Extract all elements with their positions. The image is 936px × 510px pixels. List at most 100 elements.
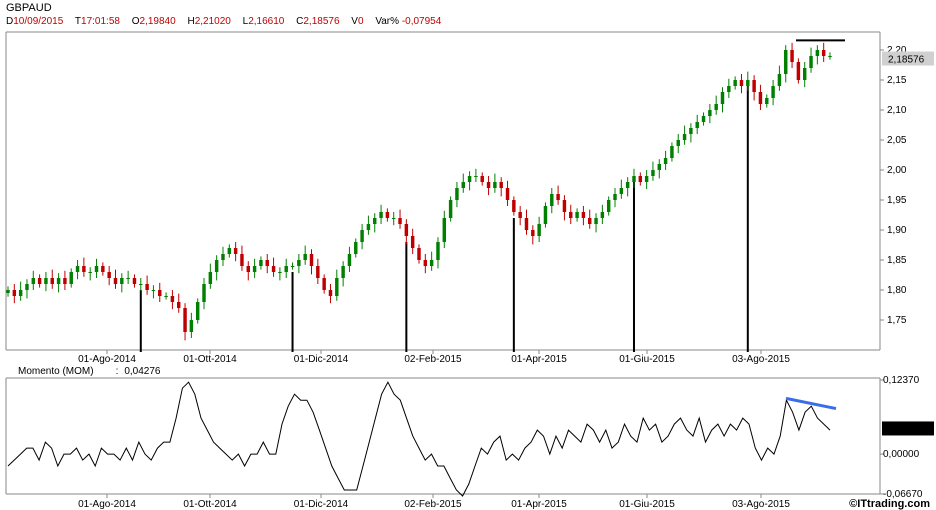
mom-x-tick-label: 01-Apr-2015 — [511, 499, 567, 510]
candle-body — [303, 254, 307, 260]
time-label: T — [74, 16, 82, 27]
close-value: 2,18576 — [303, 16, 340, 27]
candle-body — [815, 50, 820, 56]
candle-body — [802, 68, 807, 80]
candle-body — [373, 218, 377, 224]
candle-body — [771, 86, 775, 98]
candle-body — [594, 218, 598, 224]
candle-body — [733, 80, 737, 86]
open-value: 2,19840 — [139, 16, 176, 27]
candle-body — [50, 278, 54, 284]
candle-body — [632, 176, 636, 182]
candle-body — [676, 140, 680, 146]
indicator-title: Momento (MOM):0,04276 — [18, 366, 161, 377]
candle-body — [25, 284, 29, 290]
candle-body — [189, 320, 194, 332]
candle-body — [644, 176, 649, 182]
candle-body — [417, 248, 421, 260]
candle-body — [499, 182, 503, 188]
volume-label: V — [351, 16, 358, 27]
candle-body — [404, 224, 409, 236]
price-series — [6, 39, 845, 352]
candle-body — [796, 62, 801, 80]
candle-body — [354, 242, 358, 254]
high-value: 2,21020 — [194, 16, 231, 27]
price-y-tick-label: 1,95 — [887, 195, 907, 206]
last-mom-label: 0,04276 — [888, 424, 925, 435]
candle-body — [461, 182, 465, 188]
candle-body — [290, 266, 295, 267]
candle-body — [6, 290, 10, 293]
indicator-separator: : — [115, 366, 119, 377]
price-y-tick-label: 1,75 — [887, 315, 907, 326]
mom-x-tick-label: 01-Dic-2014 — [294, 499, 349, 510]
candle-body — [543, 206, 548, 224]
candle-body — [670, 146, 674, 158]
candle-body — [429, 260, 434, 266]
candle-body — [221, 254, 225, 260]
candle-body — [170, 296, 175, 302]
candle-body — [524, 218, 529, 230]
candle-body — [75, 266, 80, 272]
candle-body — [259, 260, 263, 266]
candle-body — [809, 56, 813, 68]
candle-body — [379, 212, 383, 218]
candle-body — [651, 170, 655, 176]
var-value: -0,07954 — [401, 16, 442, 27]
candle-body — [195, 302, 200, 320]
price-y-tick-label: 2,20 — [887, 45, 907, 56]
candle-body — [682, 134, 687, 140]
candle-body — [562, 200, 567, 212]
mom-x-tick-label: 02-Feb-2015 — [404, 499, 462, 510]
axes: 1,75 1,80 1,85 1,90 1,95 2,00 2,05 2,10 2,15 2,20… — [78, 45, 934, 510]
candle-body — [518, 212, 522, 218]
candle-body — [480, 176, 484, 182]
candle-body — [227, 248, 232, 254]
time-value: 17:01:58 — [81, 16, 120, 27]
candle-body — [758, 92, 763, 104]
candle-body — [44, 278, 48, 284]
candle-body — [278, 272, 282, 273]
low-value: 2,16610 — [248, 16, 285, 27]
open-label: O — [131, 16, 140, 27]
candle-body — [505, 188, 510, 200]
low-label: L — [242, 16, 249, 27]
candle-body — [701, 116, 706, 122]
candle-body — [569, 212, 573, 218]
last-mom-box — [882, 421, 934, 436]
volume-value: 0 — [357, 16, 364, 27]
candle-body — [455, 188, 459, 200]
candle-body — [164, 296, 168, 297]
candle-body — [581, 212, 586, 218]
var-label: Var% — [375, 16, 400, 27]
candle-body — [606, 200, 611, 212]
candle-body — [139, 284, 143, 285]
candle-body — [657, 164, 662, 170]
candle-body — [316, 266, 320, 278]
price-x-tick-label: 01-Ago-2014 — [78, 354, 136, 365]
candle-body — [410, 236, 415, 248]
price-y-tick-label: 2,10 — [887, 105, 907, 116]
candle-body — [151, 290, 156, 291]
candle-body — [537, 224, 541, 236]
candle-body — [708, 110, 712, 116]
candle-body — [777, 74, 782, 86]
candle-body — [391, 218, 396, 219]
candle-body — [208, 272, 213, 284]
price-x-tick-label: 02-Feb-2015 — [404, 354, 462, 365]
candle-body — [18, 290, 23, 296]
price-y-tick-label: 1,90 — [887, 225, 907, 236]
last-price-label: 2,18576 — [888, 55, 925, 66]
candle-body — [587, 218, 592, 224]
candle-body — [442, 218, 447, 242]
candle-body — [145, 284, 149, 290]
candle-body — [88, 272, 92, 273]
price-y-tick-label: 1,80 — [887, 285, 907, 296]
high-label: H — [187, 16, 195, 27]
candle-body — [309, 254, 314, 266]
mom-x-tick-label: 01-Giu-2015 — [619, 499, 675, 510]
candle-body — [328, 290, 333, 296]
price-y-tick-label: 2,05 — [887, 135, 907, 146]
candle-body — [284, 266, 288, 272]
